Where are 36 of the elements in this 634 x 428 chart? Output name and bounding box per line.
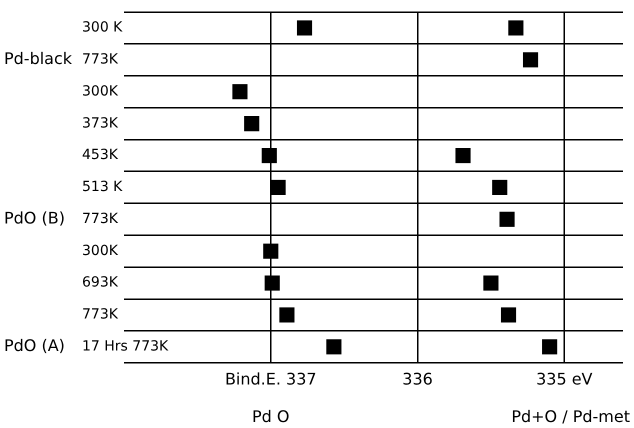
point [499,212,515,227]
y-tick-label: 773K [82,306,119,323]
point [262,148,277,164]
point [244,116,260,132]
point [492,180,508,195]
y-tick-label: 300 K [82,20,124,36]
x-tick-label: 335 eV [536,370,593,389]
y-tick-label: 453K [82,147,119,164]
text: Pd-black [4,48,73,68]
y-tick-label: 373K [82,115,119,132]
point [483,276,498,291]
point [500,307,516,323]
point [522,52,538,68]
point [279,307,294,323]
y-tick-label: 300K [82,83,119,100]
text: Pd O [252,407,290,426]
text: PdO (A) [4,336,65,356]
y-tick-label: 773K [82,51,119,68]
point [264,276,280,291]
point [270,180,286,195]
point [542,339,558,354]
point [455,148,471,164]
point [296,20,312,36]
point [232,84,248,100]
text: Pd+O / Pd-met [511,407,630,426]
point [508,20,524,36]
y-tick-label: 17 Hrs 773K [82,338,170,354]
y-tick-label: 300K [82,242,119,259]
y-tick-label: 513 K [82,179,124,196]
x-tick-label: Bind.E. 337 [224,370,317,389]
y-tick-label: 773K [82,210,119,227]
y-tick-label: 693K [82,274,119,291]
text: PdO (B) [4,208,65,228]
point [326,339,342,354]
point [263,244,278,259]
x-tick-label: 336 [402,370,433,389]
